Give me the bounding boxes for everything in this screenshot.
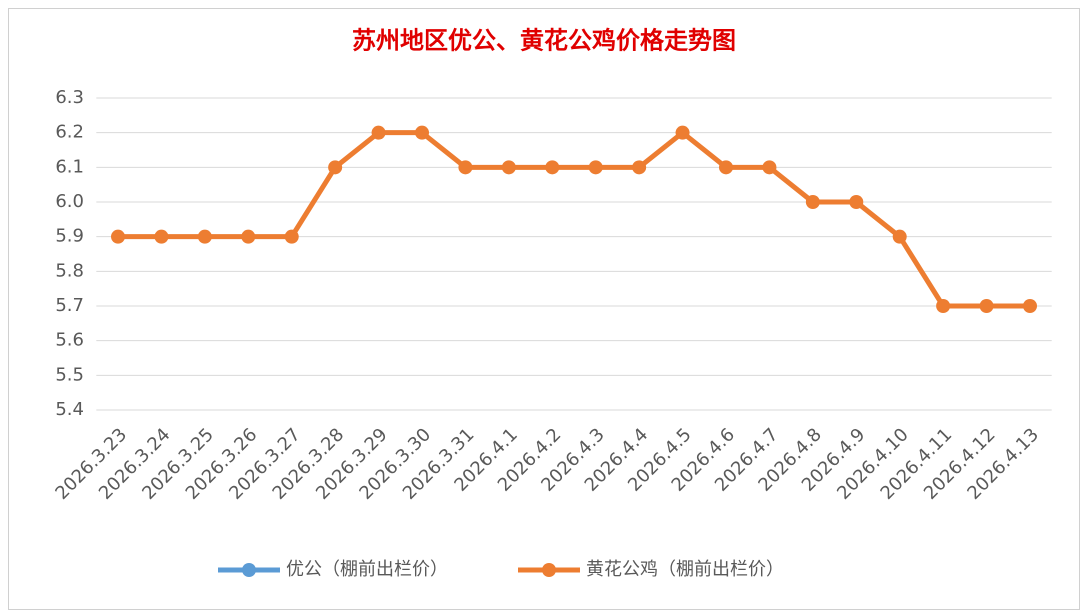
- chart-border: [8, 8, 1080, 610]
- data-point: [718, 160, 733, 175]
- data-point: [545, 160, 560, 175]
- data-point: [111, 229, 126, 244]
- series-line: [118, 130, 1030, 309]
- y-tick-label: 6.3: [55, 87, 84, 108]
- data-point: [501, 160, 516, 175]
- data-point: [892, 229, 907, 244]
- data-point: [328, 160, 343, 175]
- data-point: [154, 229, 169, 244]
- data-point: [805, 195, 820, 209]
- y-tick-label: 5.7: [55, 295, 84, 316]
- data-point: [762, 160, 777, 175]
- y-tick-label: 5.5: [55, 364, 84, 385]
- data-point: [632, 160, 647, 175]
- data-point: [979, 299, 994, 313]
- data-point: [588, 160, 603, 175]
- legend-swatch-marker: [542, 563, 556, 577]
- data-point: [241, 229, 256, 244]
- data-point: [675, 125, 690, 140]
- y-tick-label: 5.8: [55, 260, 84, 281]
- y-tick-label: 6.0: [55, 191, 84, 212]
- y-tick-label: 5.9: [55, 226, 84, 247]
- data-point: [849, 195, 864, 209]
- y-tick-label: 6.1: [55, 156, 84, 177]
- legend-label: 黄花公鸡（棚前出栏价）: [586, 559, 784, 580]
- legend-swatch-marker: [242, 563, 256, 577]
- data-point: [371, 125, 386, 140]
- data-point: [936, 299, 951, 313]
- data-point: [1022, 299, 1037, 313]
- data-point: [415, 125, 430, 140]
- chart-title: 苏州地区优公、黄花公鸡价格走势图: [352, 26, 736, 55]
- y-tick-label: 5.4: [55, 399, 84, 420]
- legend-label: 优公（棚前出栏价）: [286, 559, 448, 580]
- y-tick-label: 5.6: [55, 330, 84, 351]
- y-tick-label: 6.2: [55, 122, 84, 143]
- data-point: [197, 229, 212, 244]
- data-point: [458, 160, 473, 175]
- data-point: [284, 229, 299, 244]
